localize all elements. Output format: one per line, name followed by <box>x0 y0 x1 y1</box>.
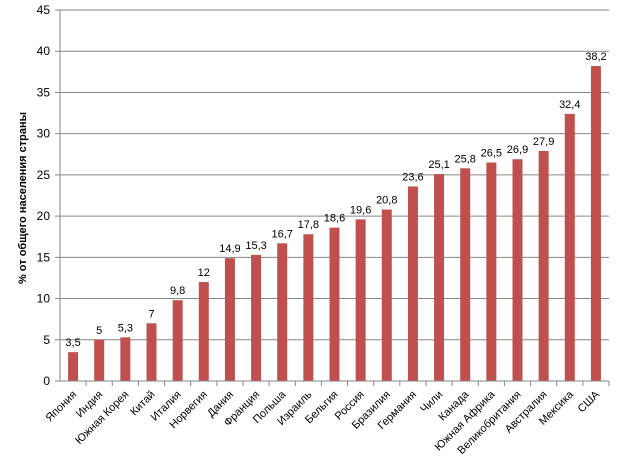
data-label: 14,9 <box>219 243 240 255</box>
bar <box>224 258 235 381</box>
data-label: 19,6 <box>350 204 371 216</box>
y-tick-label: 10 <box>37 292 51 306</box>
data-label: 15,3 <box>245 240 266 252</box>
y-tick-label: 30 <box>37 127 51 141</box>
data-label: 9,8 <box>170 285 185 297</box>
data-label: 5 <box>96 325 102 337</box>
data-label: 25,1 <box>428 159 449 171</box>
bars <box>68 66 601 381</box>
data-label: 23,6 <box>402 171 423 183</box>
bar <box>381 209 392 381</box>
data-label: 7 <box>148 308 154 320</box>
bar <box>460 168 471 381</box>
data-label: 27,9 <box>533 136 554 148</box>
bar <box>486 162 497 381</box>
data-label: 25,8 <box>455 153 476 165</box>
bar <box>120 337 131 381</box>
axes <box>55 9 610 386</box>
data-labels: 3,5 5 5,3 7 9,8 12 14,9 15,3 16,7 17,8 18,6 19,6 20,… <box>65 51 606 349</box>
bar <box>146 323 157 381</box>
bar <box>277 243 288 381</box>
data-label: 5,3 <box>118 322 133 334</box>
y-axis-title: % от общего населения страны <box>17 112 29 284</box>
bar <box>355 219 366 381</box>
data-label: 26,5 <box>481 148 502 160</box>
data-label: 20,8 <box>376 195 397 207</box>
bar <box>407 186 418 381</box>
data-label: 3,5 <box>65 337 80 349</box>
y-tick-label: 45 <box>37 3 51 17</box>
data-label: 17,8 <box>298 219 319 231</box>
data-label: 26,9 <box>507 144 528 156</box>
bar <box>564 113 575 381</box>
category-label: США <box>576 388 603 415</box>
bar <box>172 300 183 381</box>
data-label: 32,4 <box>559 99 580 111</box>
bar <box>512 159 523 381</box>
data-label: 12 <box>198 267 210 279</box>
bar <box>538 150 549 381</box>
data-label: 16,7 <box>272 228 293 240</box>
y-tick-label: 0 <box>43 374 50 388</box>
y-axis-ticks: 0 5 10 15 20 25 30 35 40 45 <box>37 3 51 388</box>
bar <box>94 339 105 381</box>
bar <box>434 174 445 381</box>
bar <box>198 282 209 381</box>
bar <box>590 66 601 381</box>
bar <box>68 352 79 381</box>
data-label: 38,2 <box>585 51 606 63</box>
bar <box>251 254 262 381</box>
y-tick-label: 25 <box>37 168 51 182</box>
y-tick-label: 5 <box>43 333 50 347</box>
y-tick-label: 15 <box>37 250 51 264</box>
category-label: Япония <box>44 389 80 425</box>
data-label: 18,6 <box>324 213 345 225</box>
y-tick-label: 35 <box>37 85 51 99</box>
bar <box>303 234 314 381</box>
y-tick-label: 20 <box>37 209 51 223</box>
y-tick-label: 40 <box>37 44 51 58</box>
gridlines <box>60 9 609 341</box>
bar <box>329 227 340 381</box>
